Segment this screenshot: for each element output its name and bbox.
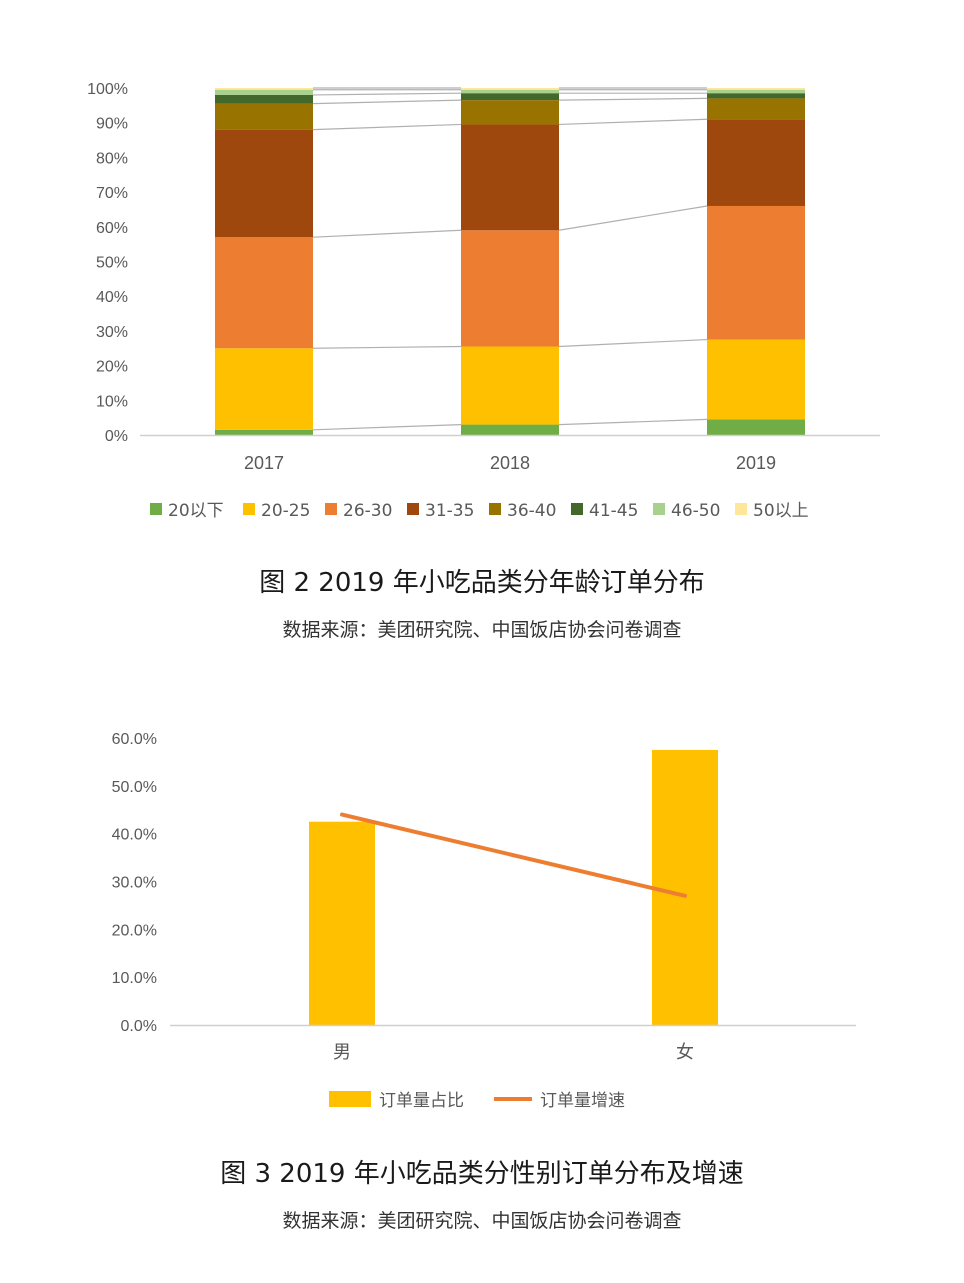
stacked-bar-segment [215, 429, 313, 435]
legend-swatch [489, 503, 501, 515]
x-tick-label: 女 [676, 1042, 694, 1063]
legend-swatch [325, 503, 337, 515]
stacked-bar-segment [707, 98, 805, 120]
series-connector-line [312, 99, 462, 105]
stacked-bar-segment [461, 124, 559, 231]
legend-label: 50以上 [753, 501, 809, 521]
stacked-bar-segment [461, 424, 559, 435]
stacked-bar-segment [461, 88, 559, 90]
stacked-bar-segment [461, 100, 559, 125]
stacked-bar-segment [461, 89, 559, 94]
series-connector-line [312, 423, 462, 431]
legend-swatch [735, 503, 747, 515]
bar [309, 821, 375, 1025]
y-tick-label: 80% [96, 150, 128, 167]
series-connector-line [312, 345, 462, 349]
stacked-bar-segment [215, 237, 313, 349]
x-tick-label: 2017 [244, 453, 284, 473]
legend-swatch [653, 503, 665, 515]
x-tick-label: 2019 [736, 453, 776, 473]
y-tick-label: 10.0% [112, 970, 157, 987]
y-tick-label: 40.0% [112, 827, 157, 844]
legend-label: 31-35 [425, 501, 474, 521]
x-tick-label: 男 [333, 1042, 351, 1063]
stacked-bar-segment [215, 94, 313, 104]
series-connector-line [558, 118, 708, 126]
series-connector-line [558, 205, 708, 231]
series-connector-line [558, 338, 708, 348]
figure3-caption: 图 3 2019 年小吃品类分性别订单分布及增速 [220, 1159, 744, 1189]
series-connector-line [558, 418, 708, 426]
stacked-bar-segment [707, 339, 805, 420]
stacked-bar-segment [215, 103, 313, 130]
bar [652, 749, 718, 1025]
stacked-bar-segment [707, 419, 805, 435]
x-tick-label: 2018 [490, 453, 530, 473]
figure3-source: 数据来源：美团研究院、中国饭店协会问卷调查 [282, 1210, 682, 1232]
y-tick-label: 30% [96, 324, 128, 341]
legend-label: 46-50 [671, 501, 720, 521]
series-connector-line [312, 92, 462, 96]
legend-swatch [407, 503, 419, 515]
y-tick-label: 0.0% [121, 1018, 157, 1035]
gender-distribution-chart: 0.0% 10.0% 20.0% 30.0% 40.0% 50.0% 60.0% 男 女订单量占… [112, 731, 856, 1111]
y-tick-label: 60.0% [112, 731, 157, 748]
stacked-bar-segment [707, 88, 805, 90]
legend-label: 26-30 [343, 501, 392, 521]
legend-swatch [150, 503, 162, 515]
legend-swatch [571, 503, 583, 515]
legend-swatch [243, 503, 255, 515]
stacked-bar-segment [215, 88, 313, 90]
series-connector-line [312, 229, 462, 238]
legend-swatch [329, 1091, 371, 1107]
legend-label: 20-25 [261, 501, 310, 521]
y-tick-label: 20% [96, 359, 128, 376]
stacked-bar-segment [707, 89, 805, 94]
y-tick-label: 30.0% [112, 875, 157, 892]
y-tick-label: 40% [96, 289, 128, 306]
legend-label: 36-40 [507, 501, 556, 521]
stacked-bar-segment [461, 346, 559, 425]
legend-label: 订单量增速 [540, 1091, 625, 1111]
figure2-caption: 图 2 2019 年小吃品类分年龄订单分布 [259, 568, 705, 598]
stacked-bar-segment [707, 119, 805, 206]
stacked-bar-segment [707, 93, 805, 99]
growth-rate-line [340, 812, 687, 898]
y-tick-label: 10% [96, 393, 128, 410]
stacked-bar-segment [461, 93, 559, 101]
y-tick-label: 90% [96, 116, 128, 133]
y-tick-label: 20.0% [112, 922, 157, 939]
stacked-bar-segment [461, 230, 559, 347]
y-tick-label: 0% [105, 428, 128, 445]
legend-label: 41-45 [589, 501, 638, 521]
y-tick-label: 50% [96, 255, 128, 272]
figure2-source: 数据来源：美团研究院、中国饭店协会问卷调查 [282, 619, 682, 641]
series-connector-line [312, 123, 462, 131]
y-tick-label: 70% [96, 185, 128, 202]
age-distribution-chart: 0% 10% 20% 30% 40% 50% 60% 70% 80% 90% 100% 2017 201… [87, 81, 880, 521]
stacked-bar-segment [215, 129, 313, 238]
y-tick-label: 100% [87, 81, 128, 98]
series-connector-line [558, 97, 708, 101]
y-tick-label: 50.0% [112, 779, 157, 796]
stacked-bar-segment [707, 205, 805, 340]
stacked-bar-segment [215, 89, 313, 95]
stacked-bar-segment [215, 348, 313, 430]
legend-label: 订单量占比 [379, 1091, 464, 1111]
legend-label: 20以下 [168, 501, 224, 521]
y-tick-label: 60% [96, 220, 128, 237]
